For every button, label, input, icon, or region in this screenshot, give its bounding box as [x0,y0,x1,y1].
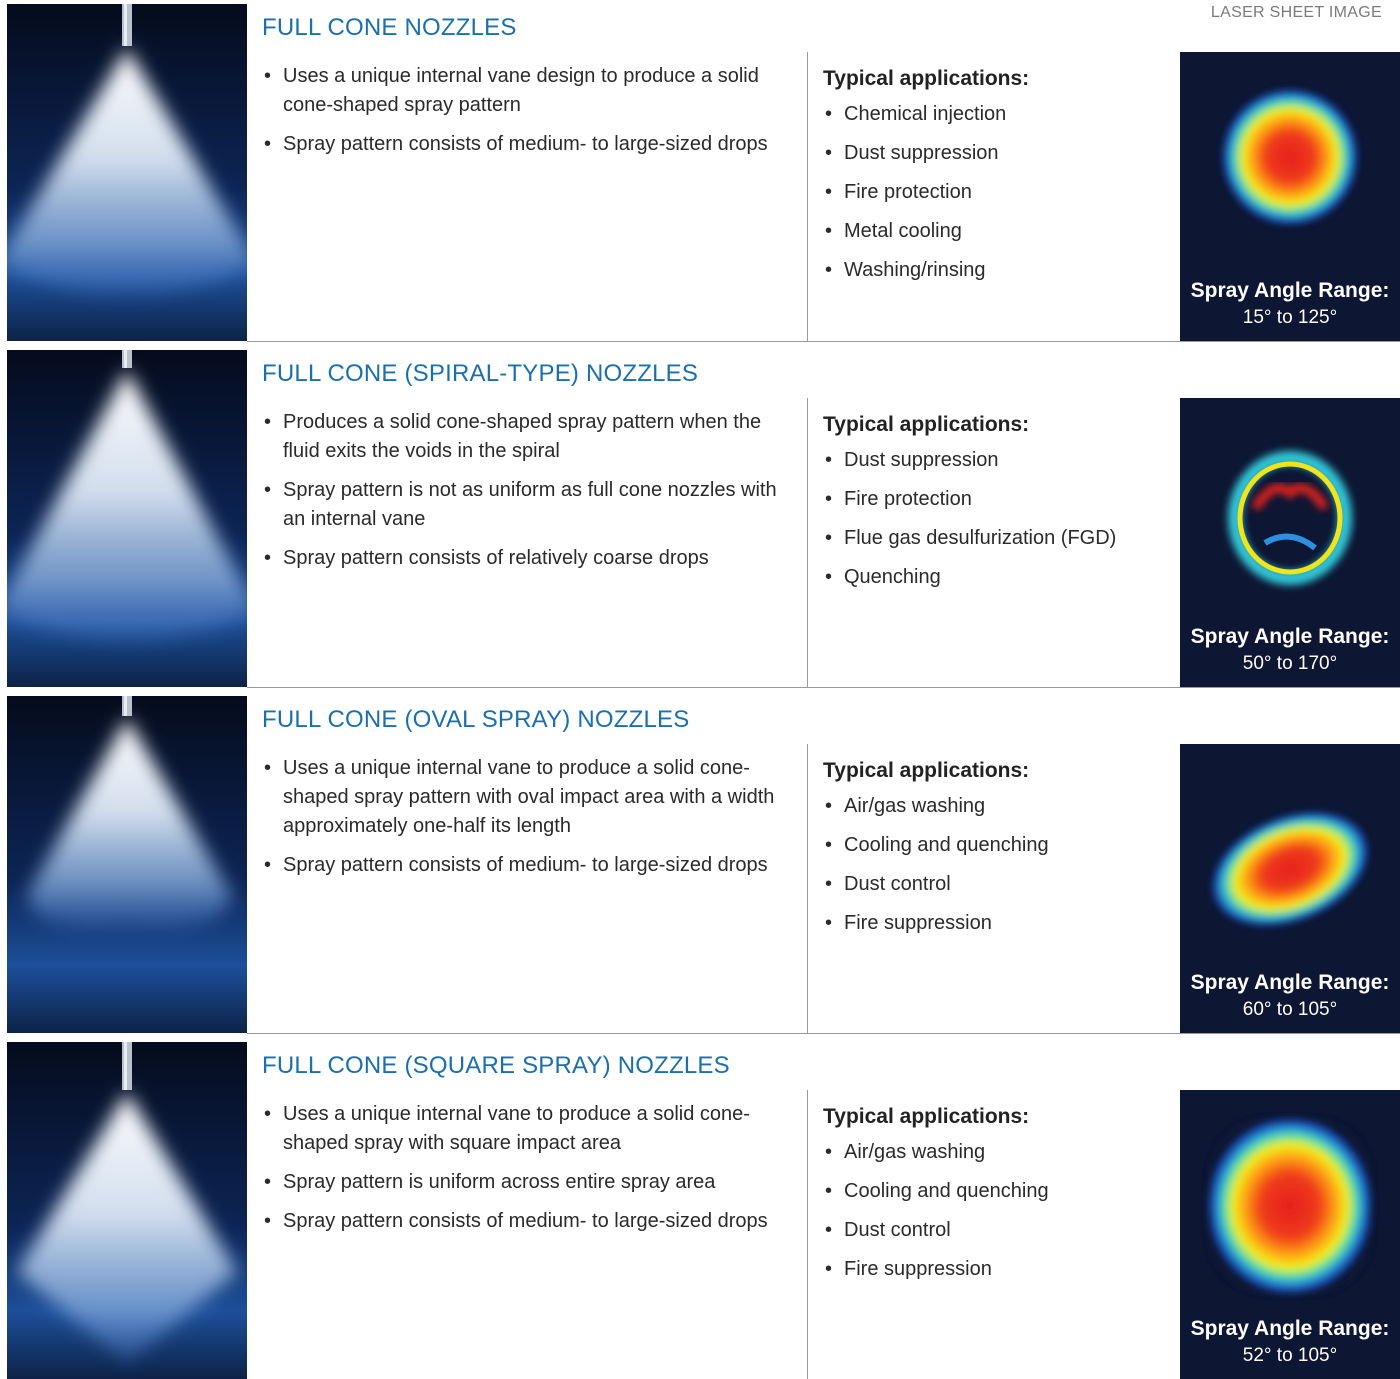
feature-item: Uses a unique internal vane to produce a… [262,1100,792,1158]
spray-photo [7,350,247,687]
column-divider [807,398,808,687]
laser-sheet-image-header: LASER SHEET IMAGE [1210,4,1382,21]
application-item: Dust control [823,1216,1173,1255]
row-separator [247,687,1400,688]
feature-item: Spray pattern is uniform across entire s… [262,1168,792,1197]
spray-angle-value: 15° to 125° [1242,307,1338,328]
applications-heading: Typical applications: [823,413,1030,436]
typical-applications: Typical applications: Air/gas washingCool… [823,756,1173,948]
application-item: Dust suppression [823,446,1173,485]
application-item: Washing/rinsing [823,256,1173,295]
application-item: Fire protection [823,485,1173,524]
laser-sheet-image: Spray Angle Range: 15° to 125° [1180,52,1400,341]
spray-angle-range: Spray Angle Range: 50° to 170° [1180,623,1400,677]
application-item: Cooling and quenching [823,831,1173,870]
application-item: Fire suppression [823,909,1173,948]
laser-sheet-image: Spray Angle Range: 50° to 170° [1180,398,1400,687]
nozzle-row: FULL CONE (SPIRAL-TYPE) NOZZLES Produces … [0,350,1400,688]
spray-angle-range: Spray Angle Range: 15° to 125° [1180,277,1400,331]
feature-item: Spray pattern consists of medium- to lar… [262,1207,792,1236]
typical-applications: Typical applications: Air/gas washingCool… [823,1102,1173,1294]
laser-sheet-image: Spray Angle Range: 60° to 105° [1180,744,1400,1033]
typical-applications: Typical applications: Dust suppressionFir… [823,410,1173,602]
spray-photo [7,1042,247,1379]
column-divider [807,744,808,1033]
feature-item: Produces a solid cone-shaped spray patte… [262,408,792,466]
applications-heading: Typical applications: [823,759,1030,782]
feature-list: Uses a unique internal vane to produce a… [262,754,792,890]
application-item: Fire suppression [823,1255,1173,1294]
spray-angle-range: Spray Angle Range: 52° to 105° [1180,1315,1400,1369]
spray-angle-label: Spray Angle Range: [1190,279,1390,302]
nozzle-title: FULL CONE (OVAL SPRAY) NOZZLES [262,706,690,733]
applications-list: Dust suppressionFire protectionFlue gas … [823,446,1173,602]
application-item: Cooling and quenching [823,1177,1173,1216]
column-divider [807,52,808,341]
applications-list: Air/gas washingCooling and quenchingDust… [823,1138,1173,1294]
feature-item: Spray pattern is not as uniform as full … [262,476,792,534]
feature-item: Uses a unique internal vane to produce a… [262,754,792,841]
spray-photo [7,696,247,1033]
application-item: Air/gas washing [823,1138,1173,1177]
applications-list: Chemical injectionDust suppressionFire p… [823,100,1173,295]
application-item: Quenching [823,563,1173,602]
application-item: Dust control [823,870,1173,909]
spray-angle-label: Spray Angle Range: [1190,971,1390,994]
feature-item: Spray pattern consists of medium- to lar… [262,851,792,880]
application-item: Fire protection [823,178,1173,217]
spray-angle-label: Spray Angle Range: [1190,625,1390,648]
spray-angle-value: 50° to 170° [1242,653,1338,674]
row-separator [247,341,1400,342]
nozzle-title: FULL CONE (SQUARE SPRAY) NOZZLES [262,1052,730,1079]
feature-list: Uses a unique internal vane to produce a… [262,1100,792,1246]
applications-heading: Typical applications: [823,67,1030,90]
applications-heading: Typical applications: [823,1105,1030,1128]
nozzle-title: FULL CONE NOZZLES [262,14,517,41]
application-item: Chemical injection [823,100,1173,139]
feature-item: Spray pattern consists of relatively coa… [262,544,792,573]
typical-applications: Typical applications: Chemical injectionD… [823,64,1173,295]
spray-photo [7,4,247,341]
applications-list: Air/gas washingCooling and quenchingDust… [823,792,1173,948]
feature-item: Uses a unique internal vane design to pr… [262,62,792,120]
spray-angle-value: 60° to 105° [1242,999,1338,1020]
application-item: Flue gas desulfurization (FGD) [823,524,1173,563]
spray-angle-value: 52° to 105° [1242,1345,1338,1366]
nozzle-row: FULL CONE NOZZLES Uses a unique internal … [0,4,1400,342]
feature-item: Spray pattern consists of medium- to lar… [262,130,792,159]
feature-list: Produces a solid cone-shaped spray patte… [262,408,792,583]
laser-sheet-image: Spray Angle Range: 52° to 105° [1180,1090,1400,1379]
nozzle-title: FULL CONE (SPIRAL-TYPE) NOZZLES [262,360,699,387]
application-item: Air/gas washing [823,792,1173,831]
application-item: Dust suppression [823,139,1173,178]
row-separator [247,1033,1400,1034]
spray-angle-range: Spray Angle Range: 60° to 105° [1180,969,1400,1023]
spray-angle-label: Spray Angle Range: [1190,1317,1390,1340]
feature-list: Uses a unique internal vane design to pr… [262,62,792,169]
nozzle-row: FULL CONE (SQUARE SPRAY) NOZZLES Uses a u… [0,1042,1400,1379]
column-divider [807,1090,808,1379]
nozzle-row: FULL CONE (OVAL SPRAY) NOZZLES Uses a uni… [0,696,1400,1034]
application-item: Metal cooling [823,217,1173,256]
